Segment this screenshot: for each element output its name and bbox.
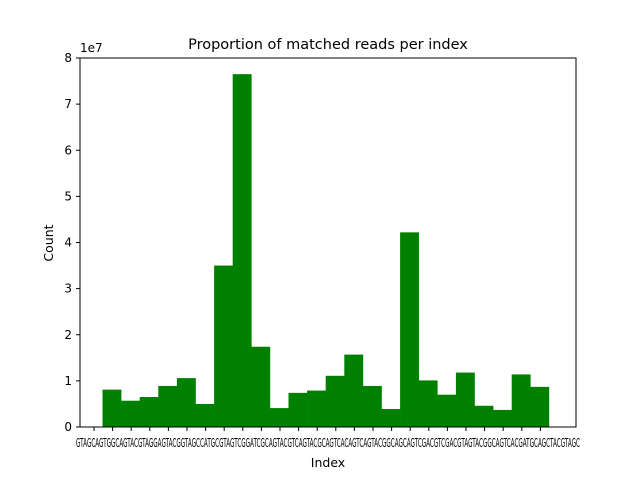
bar-14 xyxy=(362,385,382,427)
y-tick-label: 0 xyxy=(64,420,72,434)
y-tick-label: 5 xyxy=(64,189,72,203)
chart-title: Proportion of matched reads per index xyxy=(188,37,468,53)
x-axis-label: Index xyxy=(311,455,345,470)
y-tick-label: 4 xyxy=(64,236,72,250)
bar-7 xyxy=(232,74,252,427)
y-tick-label: 1 xyxy=(64,374,72,388)
bar-16 xyxy=(400,232,419,427)
bar-15 xyxy=(381,409,401,427)
bars-group xyxy=(102,74,550,427)
bar-22 xyxy=(511,374,531,427)
bar-0 xyxy=(102,389,122,427)
x-tick-labels-overlapping: GTAGCAGTGGCAGTACGTAGGAGTACGGTAGCCATGCGTA… xyxy=(76,436,580,450)
y-scale-offset-label: 1e7 xyxy=(80,41,103,55)
y-axis-label: Count xyxy=(41,224,56,261)
bar-12 xyxy=(325,375,345,427)
bar-8 xyxy=(251,346,271,427)
bar-9 xyxy=(269,408,289,427)
bar-10 xyxy=(288,392,308,427)
bar-17 xyxy=(418,380,438,427)
y-axis: 0 1 2 3 4 5 6 7 8 xyxy=(64,51,80,434)
y-tick-label: 7 xyxy=(64,97,72,111)
bar-20 xyxy=(474,405,494,427)
bar-6 xyxy=(214,265,233,427)
y-tick-label: 6 xyxy=(64,143,72,157)
bar-4 xyxy=(176,378,196,427)
y-tick-label: 2 xyxy=(64,328,72,342)
y-tick-label: 8 xyxy=(64,51,72,65)
bar-11 xyxy=(307,390,326,427)
bar-5 xyxy=(195,403,215,427)
bar-2 xyxy=(139,397,159,427)
bar-21 xyxy=(493,409,512,427)
bar-13 xyxy=(344,354,364,427)
x-axis: GTAGCAGTGGCAGTACGTAGGAGTACGGTAGCCATGCGTA… xyxy=(76,427,580,450)
y-tick-label: 3 xyxy=(64,282,72,296)
bar-23 xyxy=(530,386,550,427)
bar-3 xyxy=(158,385,178,427)
bar-19 xyxy=(455,372,475,427)
bar-1 xyxy=(121,400,140,427)
bar-18 xyxy=(437,394,457,427)
